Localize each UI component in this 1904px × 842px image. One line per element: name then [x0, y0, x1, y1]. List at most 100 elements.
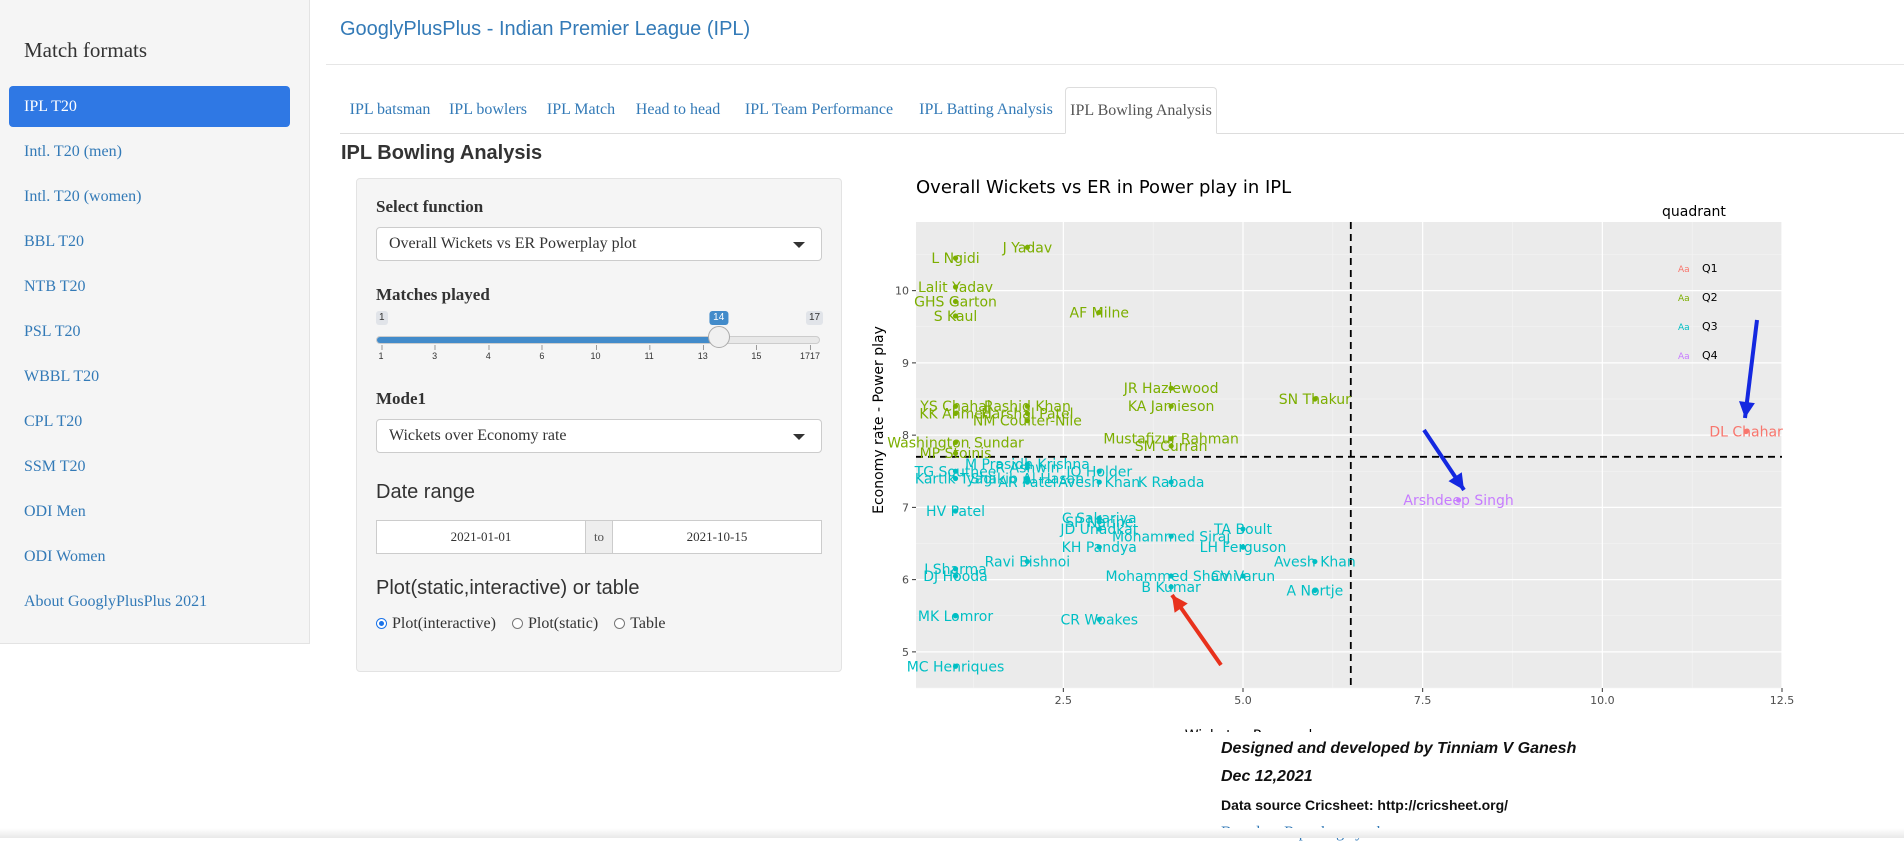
data-point — [952, 475, 959, 482]
tab[interactable]: IPL batsman — [349, 101, 431, 118]
data-point — [1312, 396, 1318, 402]
point-label: J Yadav — [1002, 240, 1053, 256]
legend-key-glyph: Aa — [1678, 265, 1690, 275]
data-point — [952, 566, 959, 572]
x-tick-label: 7.5 — [1414, 694, 1432, 707]
point-label: Mohammed Siraj — [1112, 529, 1230, 545]
function-select[interactable]: Overall Wickets vs ER Powerplay plot — [376, 227, 822, 261]
app-brand[interactable]: GooglyPlusPlus - Indian Premier League (… — [340, 18, 751, 40]
data-point — [952, 508, 959, 514]
sidebar-item[interactable]: WBBL T20 — [24, 368, 100, 385]
radio-circle-icon[interactable] — [376, 618, 387, 629]
point-label: Mustafizur Rahman — [1103, 432, 1239, 448]
function-select-value: Overall Wickets vs ER Powerplay plot — [389, 235, 637, 252]
sidebar-item[interactable]: BBL T20 — [24, 233, 85, 250]
mode-label: Mode1 — [376, 389, 427, 408]
plot-type-radio-group: Plot(interactive) Plot(static) Table — [376, 615, 682, 633]
legend-title: quadrant — [1662, 204, 1726, 220]
page-bottom-edge — [0, 828, 1904, 838]
matches-slider-track[interactable] — [376, 336, 820, 344]
point-label: A Nortje — [1286, 583, 1343, 599]
point-label: GHS Garton — [914, 294, 997, 310]
blue-arrow-icon-head — [1448, 472, 1464, 490]
sidebar-item[interactable]: Intl. T20 (women) — [24, 188, 142, 205]
sidebar-item[interactable]: IPL T20 — [9, 86, 290, 127]
sidebar-item[interactable]: NTB T20 — [24, 278, 86, 295]
point-label: JR Hazlewood — [1123, 381, 1219, 397]
sidebar-item[interactable]: SSM T20 — [24, 458, 86, 475]
data-point — [952, 403, 959, 409]
date-to-input[interactable]: 2021-10-15 — [612, 520, 822, 554]
point-label: KK Ahmed — [919, 406, 991, 422]
date-range-label: Date range — [376, 481, 475, 503]
sidebar-item[interactable]: CPL T20 — [24, 413, 83, 430]
y-tick-label: 8 — [902, 429, 909, 442]
scatter-chart[interactable]: Overall Wickets vs ER in Power play in I… — [860, 172, 1800, 732]
point-label: HV Patel — [926, 504, 985, 520]
point-label: B Kumar — [1141, 580, 1201, 596]
point-label: NM Coulter-Nile — [973, 414, 1082, 430]
data-point — [1024, 475, 1030, 482]
slider-tick-label: 3 — [432, 345, 438, 361]
point-label: Mohammed Shami — [1106, 569, 1237, 585]
slider-tick-label: 13 — [697, 345, 708, 361]
data-point — [1168, 403, 1174, 409]
plot-type-label: Plot(static,interactive) or table — [376, 577, 640, 599]
data-point — [1024, 403, 1030, 409]
tab[interactable]: IPL Bowling Analysis — [1065, 87, 1217, 134]
function-label: Select function — [376, 197, 484, 216]
point-label: MP Stoinis — [920, 446, 992, 462]
slider-tick-label: 1 — [378, 345, 384, 361]
point-label: R Ashwin — [995, 461, 1059, 477]
data-point — [952, 613, 959, 619]
slider-tick-label: 11 — [644, 345, 654, 361]
sidebar-item[interactable]: PSL T20 — [24, 323, 81, 340]
tab[interactable]: IPL Match — [546, 101, 616, 118]
matches-slider-handle[interactable] — [707, 326, 730, 348]
radio-label: Plot(static) — [527, 615, 599, 632]
tab[interactable]: IPL Batting Analysis — [919, 101, 1053, 118]
point-label: C Sakariya — [1062, 511, 1137, 527]
y-tick-label: 6 — [902, 574, 909, 587]
tab[interactable]: IPL Team Performance — [744, 101, 894, 118]
date-from-input[interactable]: 2021-01-01 — [376, 520, 586, 554]
point-label: TA Boult — [1213, 522, 1272, 538]
plot-type-radio[interactable]: Plot(interactive) — [376, 615, 496, 633]
date-range-input: 2021-01-01 to 2021-10-15 — [376, 520, 822, 554]
radio-circle-icon[interactable] — [614, 618, 626, 629]
mode-select[interactable]: Wickets over Economy rate — [376, 419, 822, 453]
data-point — [1096, 479, 1102, 485]
data-point — [952, 410, 959, 417]
legend-entry-label: Q2 — [1702, 291, 1718, 304]
data-point — [1168, 385, 1174, 391]
point-label: SN Thakur — [1279, 392, 1351, 408]
point-label: Shakib Al Hasan — [971, 471, 1084, 487]
data-point — [1096, 616, 1102, 622]
point-label: TG Southee — [914, 464, 997, 480]
sidebar-item[interactable]: About GooglyPlusPlus 2021 — [24, 593, 208, 610]
point-label: Avesh Khan — [1058, 475, 1140, 491]
y-tick-label: 5 — [902, 646, 909, 659]
data-point — [1096, 526, 1102, 532]
y-tick-label: 9 — [902, 357, 909, 370]
plot-type-radio[interactable]: Table — [614, 615, 666, 633]
red-arrow-icon-head — [1172, 595, 1188, 613]
point-label: Avesh Khan — [1274, 555, 1356, 571]
data-point — [1168, 436, 1174, 442]
tab[interactable]: IPL bowlers — [448, 101, 528, 118]
radio-circle-icon[interactable] — [511, 618, 523, 629]
data-point — [1096, 468, 1102, 474]
data-point — [1024, 410, 1030, 417]
point-label: KH Pandya — [1062, 540, 1137, 556]
sidebar-item[interactable]: Intl. T20 (men) — [24, 143, 122, 160]
x-tick-label: 5.0 — [1234, 694, 1252, 707]
legend-key-glyph: Aa — [1678, 352, 1690, 362]
sidebar-item[interactable]: ODI Women — [24, 548, 106, 565]
chevron-down-icon — [793, 242, 805, 248]
sidebar-item[interactable]: ODI Men — [24, 503, 86, 520]
tab[interactable]: Head to head — [635, 101, 721, 118]
slider-value-label: 14 — [709, 311, 729, 325]
legend-key-glyph: Aa — [1678, 323, 1690, 333]
plot-type-radio[interactable]: Plot(static) — [511, 615, 599, 633]
data-point — [952, 450, 959, 456]
